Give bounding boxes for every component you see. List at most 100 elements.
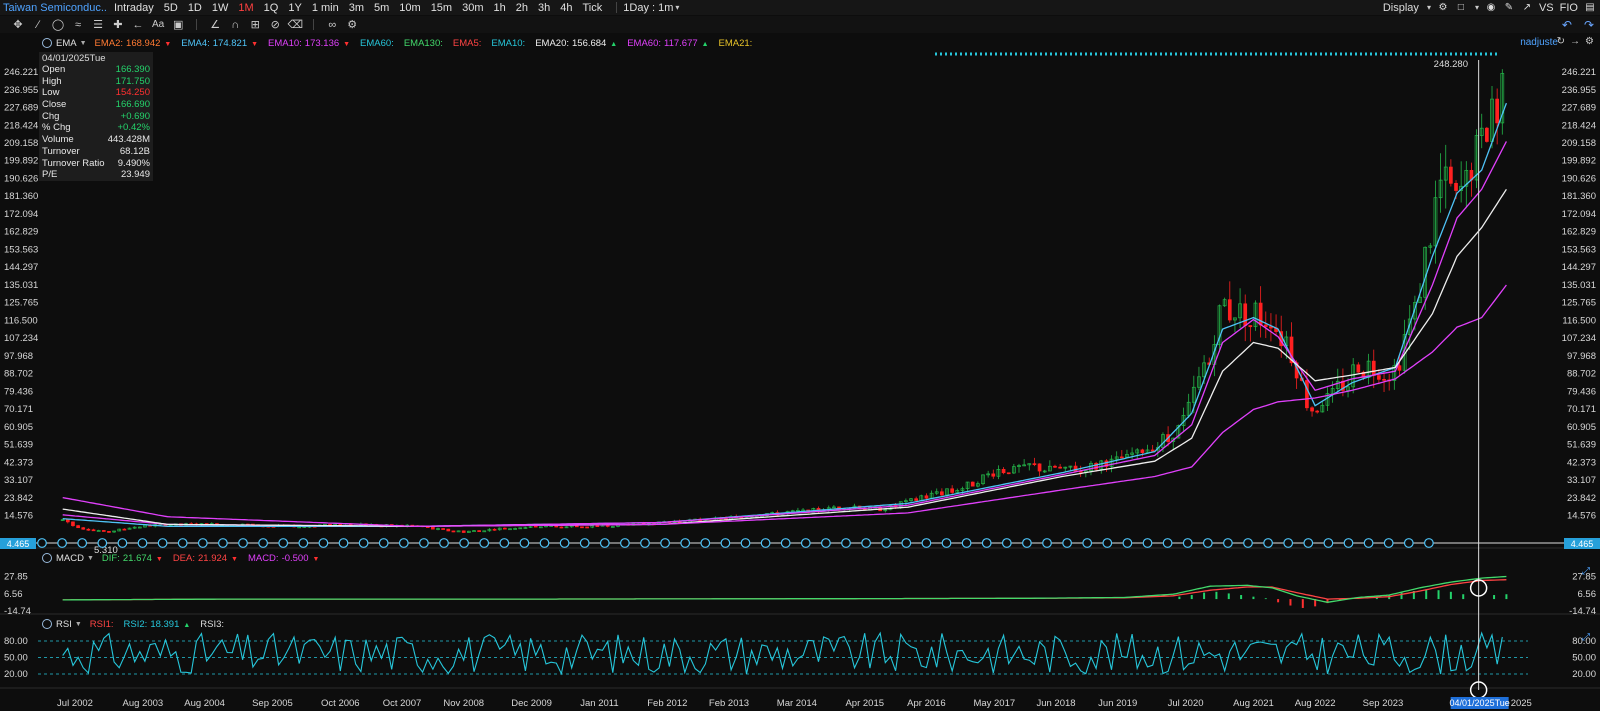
chevron-down-icon[interactable]: ▼ (74, 620, 82, 628)
symbol-title[interactable]: Taiwan Semiconduc... (3, 1, 106, 14)
shape-tool-icon[interactable]: ◯ (51, 19, 65, 31)
period-tab[interactable]: 15m (430, 1, 453, 14)
period-tab[interactable]: 3m (348, 1, 364, 14)
period-tab[interactable]: 2h (515, 1, 528, 14)
indicator-name[interactable]: MACD (56, 552, 84, 564)
info-row: Low 154.250 (39, 87, 153, 99)
period-tab[interactable]: 1D (187, 1, 202, 14)
toolbar-divider (313, 19, 315, 30)
current-price-badge-right (1564, 538, 1600, 549)
event-marker-icon (821, 538, 831, 548)
text-tool-icon[interactable]: Aa (152, 19, 165, 30)
price-tick-label-right: 88.702 (1567, 369, 1596, 380)
candle-body (1171, 437, 1176, 442)
rsi-tick-label-right: 80.00 (1572, 636, 1596, 647)
indicator-name[interactable]: RSI (56, 618, 72, 630)
event-marker-icon (378, 538, 389, 548)
candle-body (909, 498, 913, 502)
info-value: +0.42% (117, 122, 151, 134)
measure-icon[interactable]: ∠ (210, 19, 221, 31)
period-tab[interactable]: 3h (538, 1, 551, 14)
chevron-down-icon[interactable]: ▼ (86, 554, 94, 562)
candle-body (924, 495, 929, 499)
note-icon[interactable]: ▣ (173, 19, 184, 31)
price-tick-label-right: 42.373 (1567, 457, 1596, 468)
period-tab[interactable]: 1 min (311, 1, 339, 14)
event-marker-icon (861, 538, 871, 548)
camera-icon[interactable]: ◉ (1486, 2, 1496, 13)
info-value: 171.750 (115, 75, 150, 87)
candle-body (71, 521, 75, 526)
arrow-down-icon: ▼ (249, 40, 258, 48)
pattern-tool-icon[interactable]: ≈ (74, 18, 82, 31)
share-icon[interactable]: ↗ (1522, 2, 1532, 13)
chevron-down-icon[interactable]: ▾ (1474, 3, 1479, 12)
adjust-mode-label[interactable]: nadjuste (1520, 37, 1558, 48)
fib-tool-icon[interactable]: ☰ (93, 19, 103, 31)
chevron-down-icon[interactable]: ▾ (675, 3, 680, 12)
split-icon[interactable]: ▤ (1585, 2, 1595, 13)
indicator-settings-icon[interactable] (42, 553, 52, 563)
pencil-icon[interactable]: ✎ (1504, 2, 1514, 13)
settings-icon[interactable]: ⚙ (1438, 2, 1448, 13)
period-tab[interactable]: 10m (399, 1, 421, 14)
hide-icon[interactable]: ⊘ (270, 19, 280, 31)
vs-button[interactable]: VS (1538, 1, 1554, 14)
chevron-down-icon[interactable]: ▼ (79, 39, 87, 47)
event-marker-icon (1062, 538, 1072, 548)
line-tool-icon[interactable]: ∕ (37, 18, 39, 31)
period-tab[interactable]: 1Q (263, 1, 279, 14)
event-marker-icon (1303, 538, 1314, 548)
candle-body (1474, 135, 1479, 181)
magnet-icon[interactable]: ∩ (231, 18, 240, 31)
back-arrow-icon[interactable]: ← (132, 18, 144, 31)
x-axis-label: Jun 2018 (1036, 698, 1075, 709)
period-tab[interactable]: 1h (493, 1, 506, 14)
layers-icon[interactable]: ⊞ (250, 19, 260, 31)
info-row: High 171.750 (39, 76, 153, 88)
candle-body (883, 509, 888, 512)
reset-icon[interactable]: ↻ (1556, 36, 1566, 47)
crosshair-icon[interactable]: ✥ (13, 19, 23, 31)
period-tab[interactable]: 1M (238, 1, 254, 14)
period-tab[interactable]: 4h (560, 1, 573, 14)
arrow-icon[interactable]: → (1570, 36, 1581, 47)
price-tick-label-left: 135.031 (4, 280, 38, 291)
period-tab[interactable]: Tick (582, 1, 603, 14)
display-dropdown[interactable]: Display (1382, 1, 1419, 14)
period-tab[interactable]: 30m (462, 1, 484, 14)
candle-body (441, 528, 445, 530)
macd-tick-label-right: 27.85 (1572, 572, 1596, 583)
rsi-tick-label-left: 50.00 (4, 653, 28, 664)
chevron-down-icon[interactable]: ▾ (1426, 3, 1431, 12)
macd-bar (1493, 595, 1496, 600)
period-tab[interactable]: 5m (374, 1, 390, 14)
indicator-name[interactable]: EMA (56, 37, 77, 49)
price-tick-label-right: 70.171 (1567, 404, 1596, 415)
event-marker-icon (97, 538, 108, 548)
period-tab[interactable]: Intraday (114, 1, 154, 14)
candle-body (1356, 364, 1361, 373)
settings-icon[interactable]: ⚙ (1585, 36, 1594, 47)
period-tab[interactable]: 5D (163, 1, 178, 14)
redo-icon[interactable]: ↷ (1583, 17, 1594, 32)
window-icon[interactable]: □ (1457, 2, 1464, 13)
settings-icon[interactable]: ⚙ (347, 19, 358, 31)
trash-icon[interactable]: ⌫ (287, 19, 304, 31)
undo-icon[interactable]: ↶ (1561, 17, 1572, 32)
fio-button[interactable]: FIO (1559, 1, 1578, 14)
x-axis-label: Jul 2020 (1168, 698, 1204, 709)
candle-body (528, 525, 533, 528)
interval-dropdown[interactable]: 1Day : 1m (623, 1, 674, 14)
event-marker-icon (1042, 538, 1052, 548)
top-toolbar: Taiwan Semiconduc... Intraday 5D 1D 1W 1M 1Q 1… (0, 0, 1600, 15)
link-icon[interactable]: ∞ (328, 18, 337, 31)
macd-bar (1314, 599, 1317, 607)
period-tab[interactable]: 1Y (288, 1, 302, 14)
period-tab[interactable]: 1W (211, 1, 229, 14)
event-marker-icon (1202, 538, 1213, 548)
move-tool-icon[interactable]: ✚ (113, 19, 123, 31)
indicator-settings-icon[interactable] (42, 619, 52, 629)
indicator-settings-icon[interactable] (42, 38, 52, 48)
